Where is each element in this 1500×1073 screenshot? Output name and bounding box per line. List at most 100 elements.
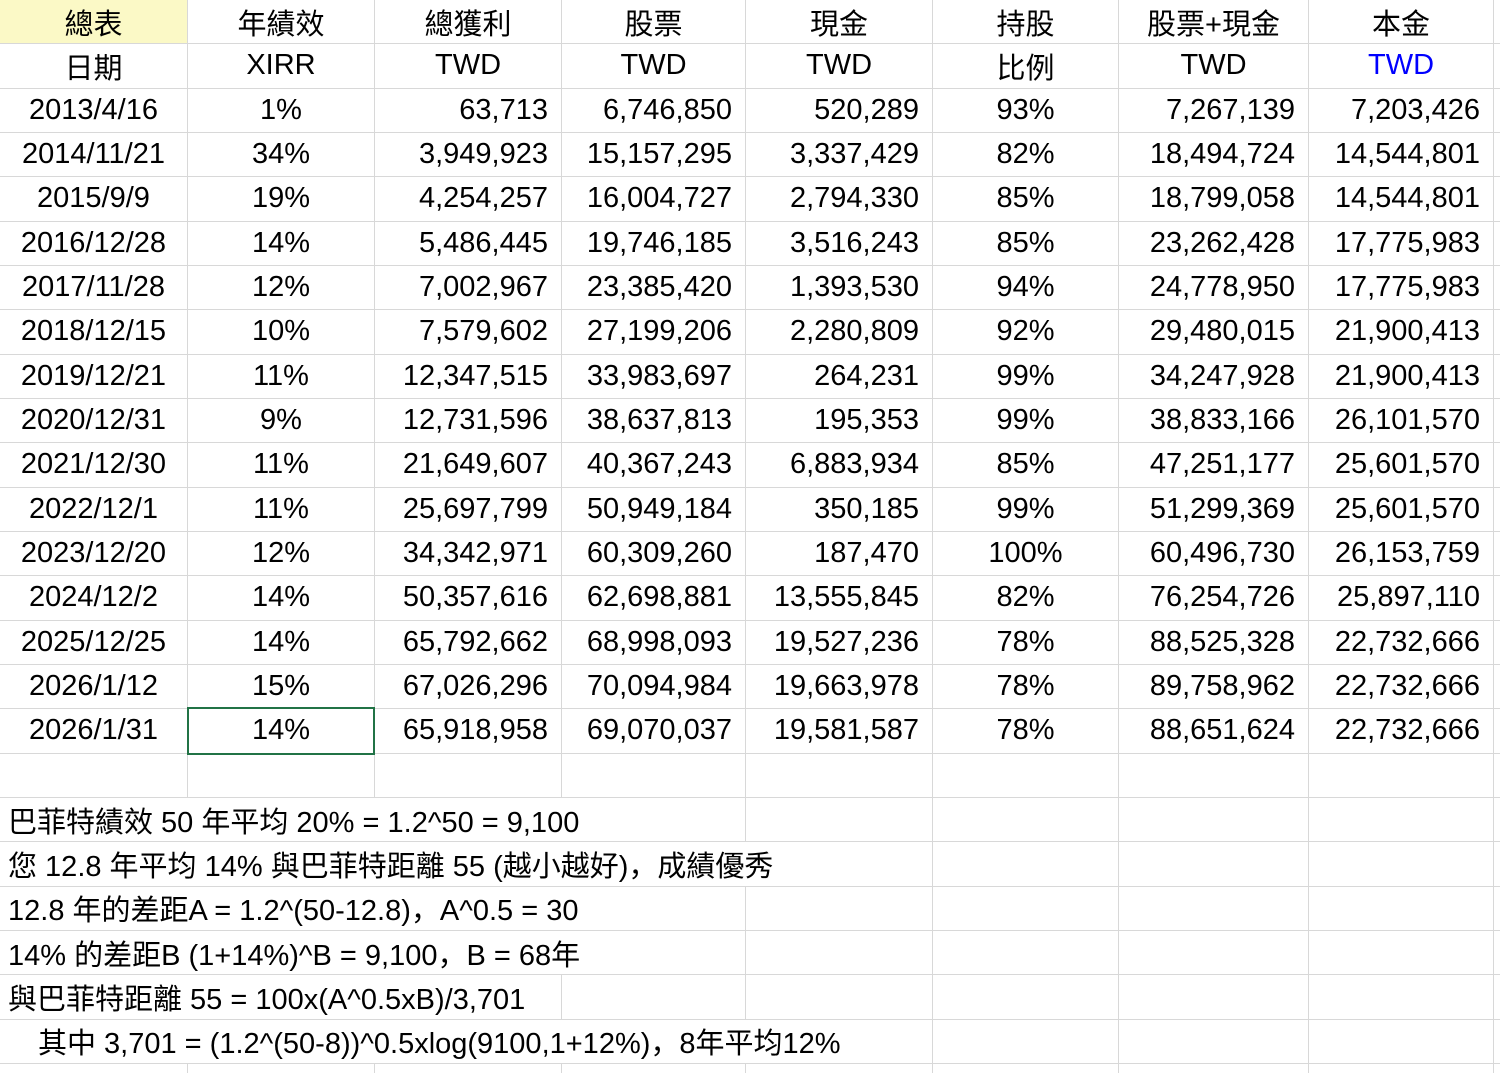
table-cell[interactable]: 63,713 — [375, 88, 562, 133]
table-cell[interactable]: 94% — [933, 265, 1119, 311]
table-cell[interactable]: 13,555,845 — [746, 576, 933, 621]
empty-cell[interactable] — [1494, 665, 1500, 710]
table-cell[interactable]: 16,004,727 — [562, 177, 746, 222]
empty-cell[interactable] — [1309, 1019, 1494, 1064]
table-cell[interactable]: 2026/1/12 — [0, 664, 188, 710]
table-cell[interactable]: 50,357,616 — [375, 576, 562, 621]
table-cell[interactable]: 11% — [188, 443, 375, 488]
empty-cell[interactable] — [1494, 222, 1500, 266]
table-cell[interactable]: 82% — [933, 132, 1119, 178]
table-cell[interactable]: 2019/12/21 — [0, 354, 188, 399]
header-unit-cell[interactable]: TWD — [1309, 44, 1494, 89]
empty-cell[interactable] — [0, 1063, 188, 1073]
note-cell[interactable]: 與巴菲特距離 55 = 100x(A^0.5xB)/3,701 — [0, 975, 562, 1020]
table-cell[interactable]: 99% — [933, 487, 1119, 532]
empty-cell[interactable] — [1494, 887, 1500, 931]
empty-cell[interactable] — [1494, 177, 1500, 222]
header-unit-cell[interactable]: TWD — [375, 44, 562, 89]
table-cell[interactable]: 78% — [933, 664, 1119, 710]
table-cell[interactable]: 38,833,166 — [1119, 398, 1309, 444]
table-cell[interactable]: 23,262,428 — [1119, 221, 1309, 266]
table-cell[interactable]: 15,157,295 — [562, 132, 746, 178]
header-unit-cell[interactable]: TWD — [1119, 44, 1309, 89]
empty-cell[interactable] — [1494, 975, 1500, 1020]
selected-cell[interactable]: 14% — [187, 707, 375, 755]
table-cell[interactable]: 23,385,420 — [562, 265, 746, 311]
table-cell[interactable]: 70,094,984 — [562, 664, 746, 710]
table-cell[interactable]: 14% — [188, 576, 375, 621]
table-cell[interactable]: 2022/12/1 — [0, 487, 188, 532]
sheet-title-cell[interactable]: 總表 — [0, 0, 188, 45]
header-unit-cell[interactable]: 比例 — [933, 44, 1119, 89]
table-cell[interactable]: 65,918,958 — [375, 709, 562, 754]
table-cell[interactable]: 7,267,139 — [1119, 88, 1309, 133]
empty-cell[interactable] — [1494, 133, 1500, 178]
table-cell[interactable]: 10% — [188, 310, 375, 355]
table-cell[interactable]: 14,544,801 — [1309, 177, 1494, 222]
table-cell[interactable]: 2017/11/28 — [0, 265, 188, 311]
table-cell[interactable]: 51,299,369 — [1119, 487, 1309, 532]
header-unit-cell[interactable]: XIRR — [188, 44, 375, 89]
empty-cell[interactable] — [1309, 842, 1494, 887]
table-cell[interactable]: 19% — [188, 177, 375, 222]
empty-cell[interactable] — [1494, 44, 1500, 89]
table-cell[interactable]: 12,347,515 — [375, 354, 562, 399]
table-cell[interactable]: 85% — [933, 221, 1119, 266]
empty-cell[interactable] — [933, 797, 1119, 843]
table-cell[interactable]: 99% — [933, 398, 1119, 444]
empty-cell[interactable] — [1494, 1020, 1500, 1064]
header-unit-cell[interactable]: TWD — [562, 44, 746, 89]
empty-cell[interactable] — [1119, 753, 1309, 798]
empty-cell[interactable] — [933, 886, 1119, 931]
table-cell[interactable]: 33,983,697 — [562, 354, 746, 399]
table-cell[interactable]: 27,199,206 — [562, 310, 746, 355]
table-cell[interactable]: 14% — [188, 620, 375, 665]
header-cell[interactable]: 總獲利 — [375, 0, 562, 45]
empty-cell[interactable] — [933, 1063, 1119, 1073]
table-cell[interactable]: 34,342,971 — [375, 531, 562, 577]
empty-cell[interactable] — [746, 1063, 933, 1073]
table-cell[interactable]: 2021/12/30 — [0, 443, 188, 488]
table-cell[interactable]: 2025/12/25 — [0, 620, 188, 665]
empty-cell[interactable] — [1494, 355, 1500, 399]
table-cell[interactable]: 2024/12/2 — [0, 576, 188, 621]
header-cell[interactable]: 本金 — [1309, 0, 1494, 45]
table-cell[interactable]: 19,663,978 — [746, 664, 933, 710]
empty-cell[interactable] — [933, 975, 1119, 1020]
table-cell[interactable]: 69,070,037 — [562, 709, 746, 754]
table-cell[interactable]: 2013/4/16 — [0, 88, 188, 133]
table-cell[interactable]: 65,792,662 — [375, 620, 562, 665]
table-cell[interactable]: 14% — [188, 221, 375, 266]
table-cell[interactable]: 7,203,426 — [1309, 88, 1494, 133]
empty-cell[interactable] — [562, 975, 746, 1020]
table-cell[interactable]: 38,637,813 — [562, 398, 746, 444]
empty-cell[interactable] — [1494, 89, 1500, 133]
empty-cell[interactable] — [1309, 797, 1494, 843]
empty-cell[interactable] — [1494, 266, 1500, 311]
table-cell[interactable]: 17,775,983 — [1309, 221, 1494, 266]
empty-cell[interactable] — [1119, 842, 1309, 887]
table-cell[interactable]: 14,544,801 — [1309, 132, 1494, 178]
table-cell[interactable]: 5,486,445 — [375, 221, 562, 266]
table-cell[interactable]: 6,746,850 — [562, 88, 746, 133]
table-cell[interactable]: 47,251,177 — [1119, 443, 1309, 488]
table-cell[interactable]: 18,494,724 — [1119, 132, 1309, 178]
table-cell[interactable]: 60,309,260 — [562, 531, 746, 577]
empty-cell[interactable] — [562, 1063, 746, 1073]
table-cell[interactable]: 88,651,624 — [1119, 709, 1309, 754]
empty-cell[interactable] — [1494, 0, 1500, 45]
empty-cell[interactable] — [1494, 842, 1500, 887]
empty-cell[interactable] — [1494, 443, 1500, 488]
table-cell[interactable]: 19,527,236 — [746, 620, 933, 665]
table-cell[interactable]: 17,775,983 — [1309, 265, 1494, 311]
table-cell[interactable]: 520,289 — [746, 88, 933, 133]
empty-cell[interactable] — [1494, 621, 1500, 665]
table-cell[interactable]: 2026/1/31 — [0, 709, 188, 754]
table-cell[interactable]: 2016/12/28 — [0, 221, 188, 266]
empty-cell[interactable] — [0, 753, 188, 798]
empty-cell[interactable] — [746, 886, 933, 931]
table-cell[interactable]: 22,732,666 — [1309, 620, 1494, 665]
table-cell[interactable]: 78% — [933, 620, 1119, 665]
note-cell[interactable]: 12.8 年的差距A = 1.2^(50-12.8)，A^0.5 = 30 — [0, 886, 746, 931]
empty-cell[interactable] — [746, 930, 933, 976]
